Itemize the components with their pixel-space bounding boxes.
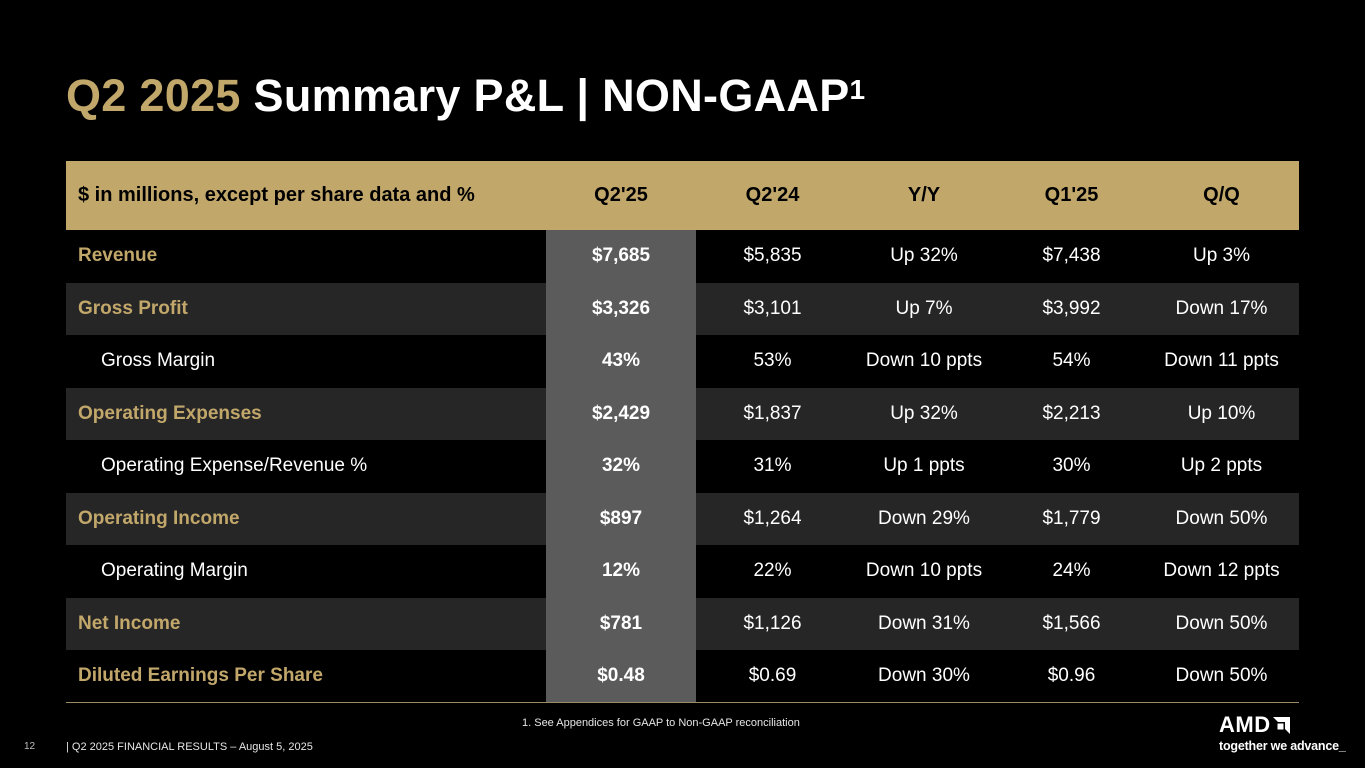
cell-yy: Down 10 ppts (865, 560, 983, 582)
amd-arrow-icon (1272, 716, 1290, 734)
cell-yy: Down 10 ppts (865, 350, 983, 372)
cell-q1-25: 24% (1052, 560, 1091, 582)
cell-q1-25: $2,213 (1042, 402, 1101, 424)
cell-qq: Down 12 ppts (1163, 560, 1280, 582)
row-label: Operating Margin (101, 560, 248, 582)
cell-yy: Up 32% (890, 245, 958, 267)
table-row-revenue: Revenue $7,685 $5,835 Up 32% $7,438 Up 3… (66, 230, 1299, 283)
table-row-opex-revenue-pct: Operating Expense/Revenue % 32% 31% Up 1… (66, 440, 1299, 493)
row-label: Gross Profit (78, 297, 188, 319)
table-row-diluted-eps: Diluted Earnings Per Share $0.48 $0.69 D… (66, 650, 1299, 703)
cell-qq: Up 2 ppts (1180, 455, 1263, 477)
cell-yy: Down 30% (849, 650, 999, 703)
cell-q2-24: $3,101 (743, 297, 802, 319)
title-main: Summary P&L | NON-GAAP (240, 70, 850, 121)
header-q1-25: Q1'25 (1044, 184, 1099, 206)
title-accent: Q2 2025 (66, 70, 241, 121)
cell-q2-24: $1,837 (743, 402, 802, 424)
cell-q1-25: $3,992 (1042, 297, 1101, 319)
cell-qq: Up 3% (1192, 245, 1251, 267)
cell-q2-25: $0.48 (546, 650, 696, 703)
footnote: 1. See Appendices for GAAP to Non-GAAP r… (522, 717, 800, 729)
cell-q2-25: 12% (546, 545, 696, 598)
cell-q1-25: $1,779 (1042, 507, 1101, 529)
table-row-gross-profit: Gross Profit $3,326 $3,101 Up 7% $3,992 … (66, 282, 1299, 335)
table-row-net-income: Net Income $781 $1,126 Down 31% $1,566 D… (66, 597, 1299, 650)
table-row-operating-expenses: Operating Expenses $2,429 $1,837 Up 32% … (66, 387, 1299, 440)
header-qq: Q/Q (1203, 184, 1240, 206)
logo-tagline: together we advance_ (1219, 739, 1346, 753)
header-yy: Y/Y (907, 184, 941, 206)
cell-q2-25: $3,326 (546, 282, 696, 335)
cell-yy: Up 32% (890, 402, 958, 424)
cell-q2-25: 32% (546, 440, 696, 493)
row-label: Net Income (78, 612, 181, 634)
table-row-operating-margin: Operating Margin 12% 22% Down 10 ppts 24… (66, 545, 1299, 598)
cell-q1-25: 30% (1052, 455, 1091, 477)
cell-qq: Down 17% (1175, 297, 1268, 319)
cell-qq: Down 50% (1175, 507, 1268, 529)
slide-title: Q2 2025 Summary P&L | NON-GAAP1 (66, 70, 865, 122)
header-q2-25: Q2'25 (594, 184, 648, 206)
cell-q1-25: 54% (1052, 350, 1091, 372)
cell-q2-25: $7,685 (546, 230, 696, 283)
cell-q2-25: 43% (546, 335, 696, 388)
cell-yy: Up 1 ppts (883, 455, 965, 477)
cell-q1-25: $0.96 (999, 650, 1144, 703)
header-q2-24: Q2'24 (745, 184, 800, 206)
cell-q2-24: $5,835 (743, 245, 802, 267)
cell-yy: Down 31% (878, 612, 970, 634)
cell-qq: Down 50% (1175, 612, 1268, 634)
cell-yy: Down 29% (878, 507, 970, 529)
cell-q2-24: 31% (753, 455, 792, 477)
table-header-row: $ in millions, except per share data and… (66, 161, 1299, 230)
cell-q1-25: $1,566 (1042, 612, 1101, 634)
title-footnote-marker: 1 (849, 74, 866, 105)
row-label: Operating Income (78, 507, 240, 529)
row-label: Operating Expenses (78, 402, 262, 424)
cell-q1-25: $7,438 (1042, 245, 1101, 267)
cell-q2-25: $2,429 (546, 387, 696, 440)
page-number: 12 (24, 741, 36, 752)
cell-qq: Up 10% (1187, 402, 1256, 424)
cell-qq: Down 50% (1144, 650, 1299, 703)
cell-q2-25: $897 (546, 492, 696, 545)
footer-text: | Q2 2025 FINANCIAL RESULTS – August 5, … (66, 741, 313, 753)
table-row-operating-income: Operating Income $897 $1,264 Down 29% $1… (66, 492, 1299, 545)
cell-q2-24: 53% (753, 350, 792, 372)
cell-q2-24: $0.69 (696, 650, 849, 703)
cell-qq: Down 11 ppts (1164, 350, 1279, 372)
row-label: Operating Expense/Revenue % (101, 455, 368, 477)
cell-q2-24: 22% (753, 560, 792, 582)
cell-q2-25: $781 (546, 597, 696, 650)
cell-q2-24: $1,264 (743, 507, 802, 529)
row-label: Diluted Earnings Per Share (66, 650, 546, 703)
row-label: Gross Margin (101, 350, 216, 372)
table-row-gross-margin: Gross Margin 43% 53% Down 10 ppts 54% Do… (66, 335, 1299, 388)
row-label: Revenue (78, 245, 158, 267)
amd-logo: AMD together we advance_ (1219, 712, 1346, 754)
cell-yy: Up 7% (895, 297, 953, 319)
cell-q2-24: $1,126 (743, 612, 802, 634)
header-label-column: $ in millions, except per share data and… (78, 184, 475, 206)
logo-wordmark: AMD (1219, 712, 1271, 737)
pl-summary-table: $ in millions, except per share data and… (66, 161, 1299, 703)
